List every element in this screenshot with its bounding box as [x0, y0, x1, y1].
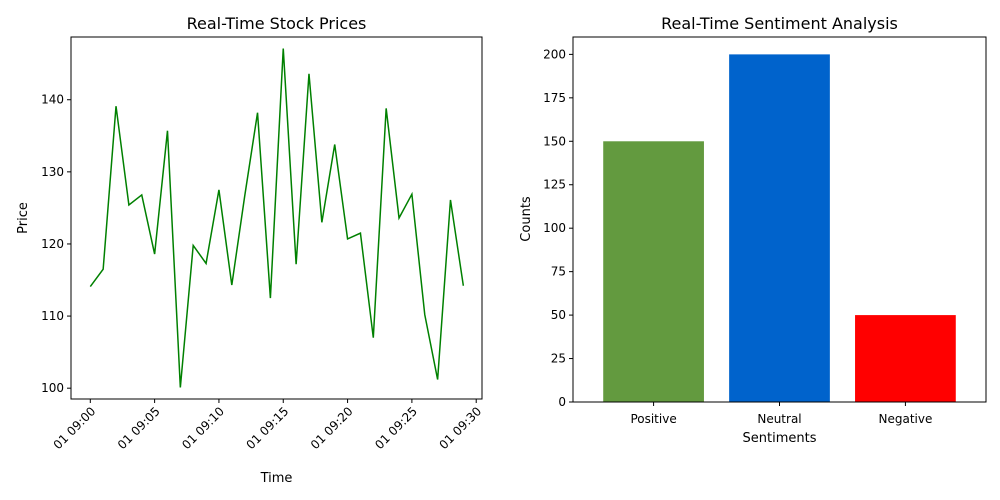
line-x-tick-label: 01 09:15 — [244, 404, 292, 452]
line-y-tick-label: 140 — [41, 93, 64, 107]
bar-x-tick-label: Neutral — [757, 412, 801, 426]
line-y-tick-label: 110 — [41, 309, 64, 323]
line-chart-y-ticks: 100 110 120 130 140 — [41, 93, 71, 395]
line-chart-axes-frame — [70, 36, 483, 400]
bar-y-tick-label: 50 — [551, 308, 566, 322]
bar-y-tick-label: 75 — [551, 265, 566, 279]
line-x-tick-label: 01 09:05 — [115, 404, 163, 452]
bar-chart-y-ticks: 0 25 50 75 100 125 150 175 200 — [543, 47, 573, 409]
bar-y-tick-label: 175 — [543, 91, 566, 105]
line-y-tick-label: 100 — [41, 381, 64, 395]
bar-y-tick-label: 150 — [543, 134, 566, 148]
sentiment-bars — [603, 54, 956, 403]
bar-chart-x-label: Sentiments — [743, 431, 817, 446]
bar-neutral — [729, 54, 830, 402]
bar-chart-y-label: Counts — [519, 196, 534, 242]
line-x-tick-label: 01 09:30 — [436, 404, 484, 452]
line-x-tick-label: 01 09:20 — [308, 404, 356, 452]
bar-y-tick-label: 125 — [543, 178, 566, 192]
line-chart-y-label: Price — [16, 202, 31, 234]
line-chart-x-label: Time — [260, 471, 293, 486]
stock-price-chart: Real-Time Stock Prices 100 110 120 130 140 0… — [16, 14, 484, 486]
line-y-tick-label: 130 — [41, 165, 64, 179]
line-y-tick-label: 120 — [41, 237, 64, 251]
bar-negative — [855, 315, 956, 402]
bar-x-tick-label: Positive — [630, 412, 676, 426]
bar-chart-x-ticks: Positive Neutral Negative — [630, 402, 932, 426]
bar-y-tick-label: 200 — [543, 47, 566, 61]
bar-y-tick-label: 100 — [543, 221, 566, 235]
price-series-line — [89, 48, 465, 388]
bar-positive — [603, 141, 704, 403]
bar-y-tick-label: 25 — [551, 352, 566, 366]
sentiment-bar-chart: Real-Time Sentiment Analysis 0 25 50 75 100 1… — [519, 14, 987, 446]
bar-chart-title: Real-Time Sentiment Analysis — [661, 14, 898, 33]
line-chart-title: Real-Time Stock Prices — [187, 14, 367, 33]
line-chart-x-ticks: 01 09:00 01 09:05 01 09:10 01 09:15 01 09:20… — [51, 399, 484, 452]
line-x-tick-label: 01 09:10 — [179, 404, 227, 452]
bar-y-tick-label: 0 — [558, 395, 566, 409]
line-x-tick-label: 01 09:25 — [372, 404, 420, 452]
line-x-tick-label: 01 09:00 — [51, 404, 99, 452]
bar-x-tick-label: Negative — [878, 412, 932, 426]
